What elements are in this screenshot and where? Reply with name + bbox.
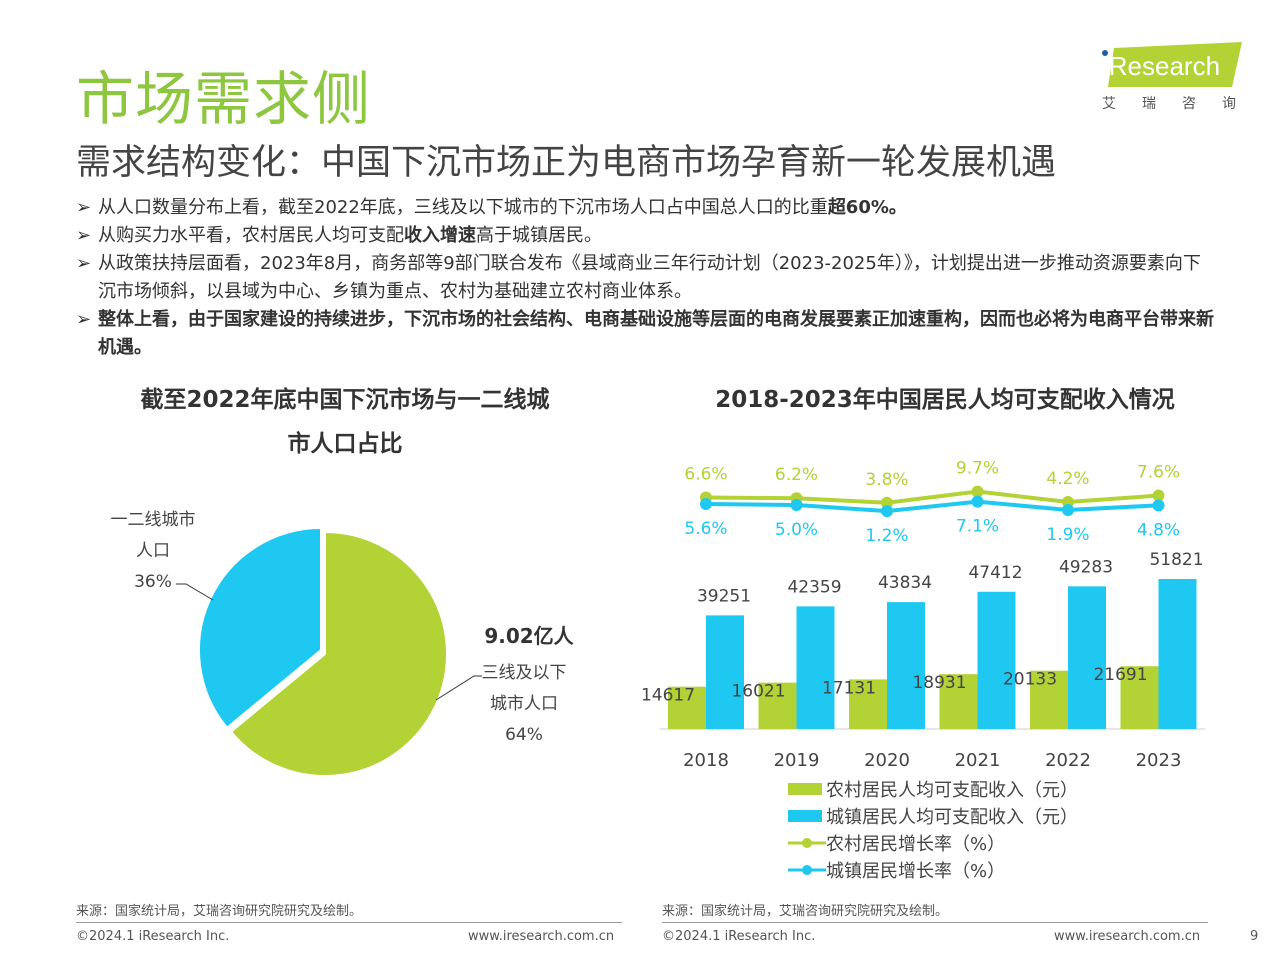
bar-label-rural: 17131	[822, 678, 876, 698]
line-point	[1062, 503, 1074, 516]
bullet-4: ➢ 整体上看，由于国家建设的持续进步，下沉市场的社会结构、电商基础设施等层面的电商…	[76, 309, 1214, 358]
source-right: 来源：国家统计局，艾瑞咨询研究院研究及绘制。	[662, 904, 949, 919]
line-data-label: 7.1%	[956, 517, 999, 537]
bar-rural	[1120, 666, 1159, 729]
leader-tier3	[435, 675, 482, 701]
line-point	[700, 498, 712, 511]
line-point	[971, 485, 984, 498]
legend-rural-income: 农村居民人均可支配收入（元）	[788, 776, 1078, 802]
line-data-label: 6.2%	[775, 465, 818, 485]
pie-slice-tier3	[229, 530, 448, 777]
line-point	[971, 495, 984, 508]
copyright-left: ©2024.1 iResearch Inc.	[76, 929, 230, 944]
bar-rural	[939, 674, 978, 729]
bar-rural	[849, 679, 887, 729]
bar-label-rural: 21691	[1093, 665, 1147, 685]
line-data-label: 4.2%	[1046, 469, 1089, 489]
bullet-1: ➢ 从人口数量分布上看，截至2022年底，三线及以下城市的下沉市场人口占中国总人口…	[76, 197, 907, 218]
x-tick-label: 2018	[683, 750, 729, 771]
line-point	[881, 505, 893, 518]
svg-text:iResearch: iResearch	[1103, 51, 1220, 81]
bar-label-rural: 16021	[731, 682, 785, 702]
bar-urban	[706, 615, 744, 729]
x-tick-label: 2022	[1045, 750, 1091, 771]
bar-label-urban: 51821	[1149, 550, 1203, 570]
x-tick-label: 2020	[864, 750, 910, 771]
bar-chart-title: 2018-2023年中国居民人均可支配收入情况	[715, 387, 1175, 413]
x-tick-label: 2021	[955, 750, 1001, 771]
bullet-3: ➢ 从政策扶持层面看，2023年8月，商务部等9部门联合发布《县域商业三年行动计划…	[76, 253, 1201, 302]
line-data-label: 5.0%	[775, 520, 818, 540]
legend-urban-income: 城镇居民人均可支配收入（元）	[788, 803, 1078, 829]
page-title: 市场需求侧	[76, 65, 372, 133]
x-tick-label: 2019	[774, 750, 820, 771]
pie-label-tier3: 三线及以下城市人口 64%	[481, 663, 567, 745]
legend-urban-growth: 城镇居民增长率（%）	[788, 857, 1005, 883]
source-left: 来源：国家统计局，艾瑞咨询研究院研究及绘制。	[76, 904, 363, 919]
line-data-label: 9.7%	[956, 459, 999, 479]
x-tick-label: 2023	[1136, 750, 1182, 771]
line-point	[1152, 489, 1165, 502]
page-subtitle: 需求结构变化：中国下沉市场正为电商市场孕育新一轮发展机遇	[76, 143, 1057, 183]
bar-label-rural: 14617	[641, 686, 695, 706]
bar-label-urban: 39251	[697, 586, 751, 606]
bar-urban	[1068, 586, 1106, 729]
line-urban-growth	[705, 499, 1159, 514]
pie-label-tier12: 一二线城市人口 36%	[110, 510, 196, 592]
bar-rural	[1030, 670, 1068, 729]
url-left[interactable]: www.iresearch.com.cn	[468, 929, 615, 944]
iresearch-logo: iResearch	[1102, 42, 1242, 87]
bar-urban	[977, 591, 1016, 729]
divider-right	[662, 922, 1208, 923]
line-data-label: 1.9%	[1046, 525, 1089, 545]
line-data-label: 7.6%	[1137, 463, 1180, 483]
line-data-label: 5.6%	[684, 519, 727, 539]
bar-urban	[887, 602, 925, 729]
pie-note: 9.02亿人	[484, 624, 574, 648]
line-point	[790, 499, 803, 511]
bar-rural	[668, 686, 706, 729]
url-right[interactable]: www.iresearch.com.cn	[1054, 929, 1201, 944]
copyright-right: ©2024.1 iResearch Inc.	[662, 929, 816, 944]
page-number: 9	[1250, 929, 1259, 944]
bullet-2: ➢ 从购买力水平看，农村居民人均可支配收入增速高于城镇居民。	[76, 225, 602, 246]
bar-label-urban: 43834	[878, 573, 932, 593]
bar-chart: 14617 39251 2018 16021 42359 2019 17131 43834 20…	[641, 459, 1205, 771]
pie-chart	[176, 526, 482, 777]
line-data-label: 4.8%	[1137, 520, 1180, 540]
bar-label-urban: 42359	[787, 577, 841, 597]
line-data-label: 3.8%	[865, 470, 908, 490]
pie-chart-title: 截至2022年底中国下沉市场与一二线城市人口占比	[140, 387, 550, 457]
leader-tier12	[176, 583, 214, 601]
line-rural-growth	[705, 489, 1159, 505]
logo-chinese: 艾瑞咨询	[1102, 96, 1262, 112]
legend-rural-growth: 农村居民增长率（%）	[788, 830, 1005, 856]
bar-label-rural: 18931	[912, 673, 966, 693]
bar-urban	[1158, 579, 1197, 729]
bar-rural	[758, 682, 797, 729]
bar-label-urban: 47412	[968, 563, 1022, 583]
line-point	[1152, 499, 1165, 512]
bar-urban	[796, 606, 835, 729]
line-data-label: 1.2%	[865, 526, 908, 546]
bar-label-urban: 49283	[1059, 557, 1113, 577]
line-data-label: 6.6%	[684, 464, 727, 484]
bar-label-rural: 20133	[1003, 670, 1057, 690]
divider-left	[76, 922, 622, 923]
line-point	[881, 496, 893, 509]
